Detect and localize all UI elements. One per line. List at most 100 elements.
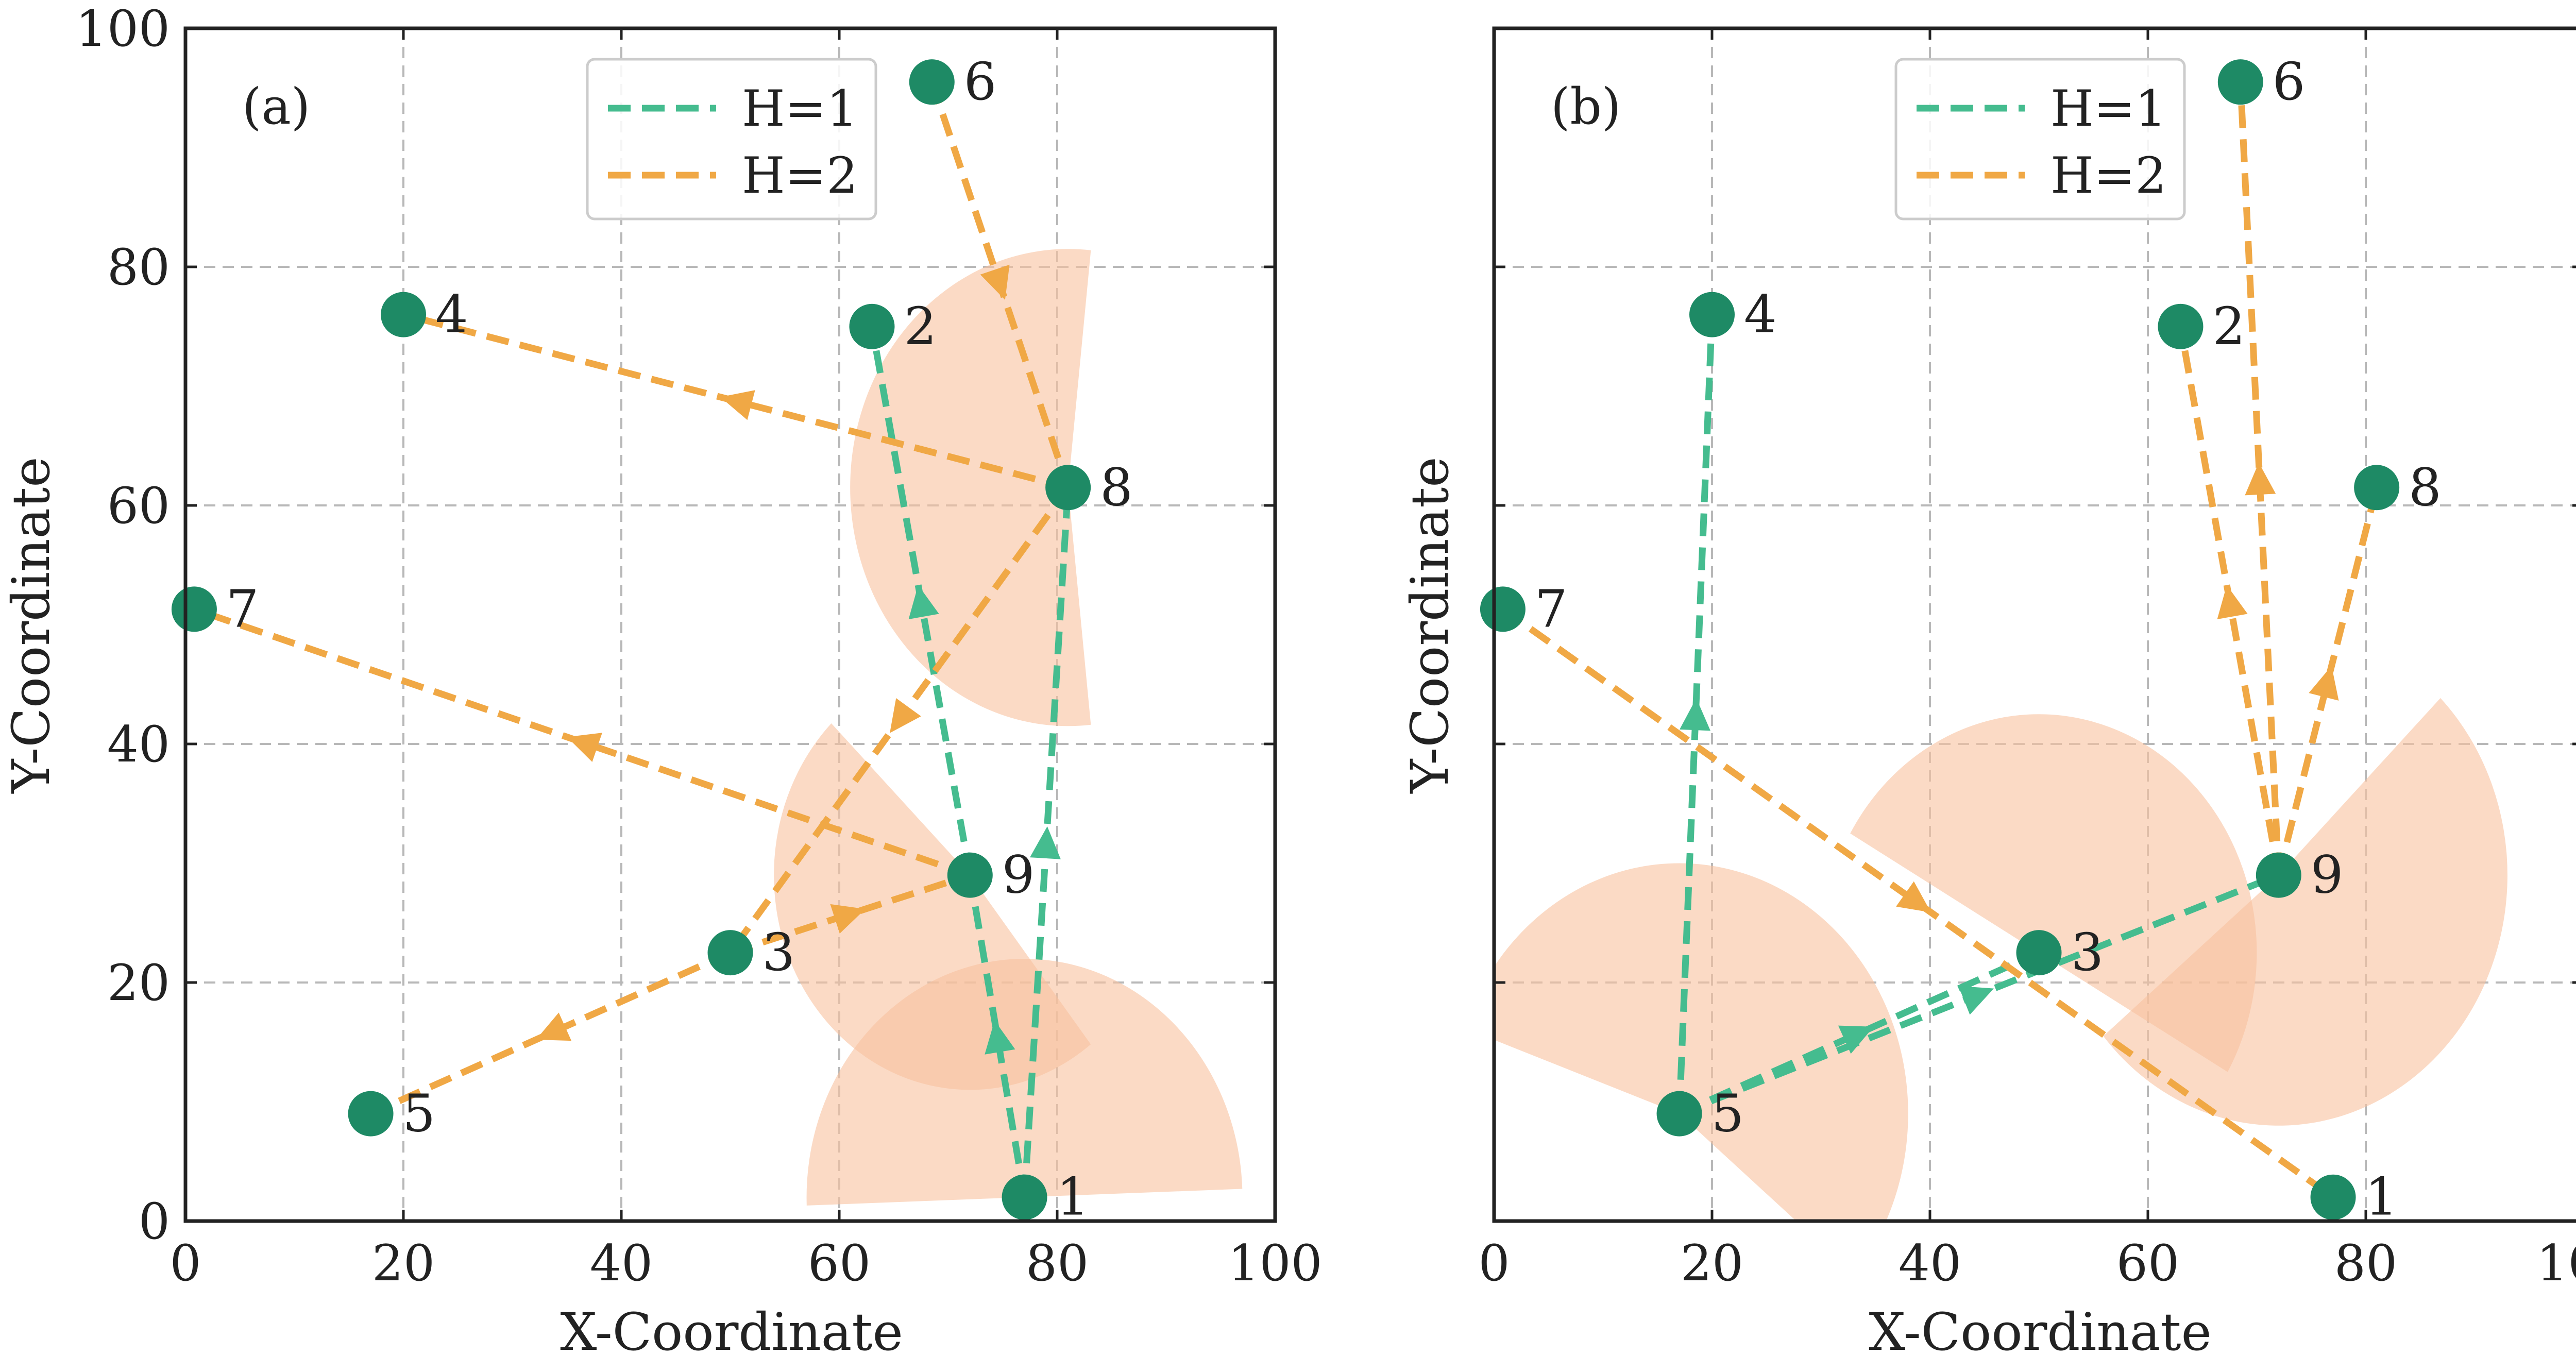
node-label: 3: [2071, 922, 2104, 983]
x-tick-label: 40: [1899, 1234, 1961, 1292]
node-label: 7: [226, 579, 259, 639]
legend-label: H=1: [742, 80, 858, 138]
node-point: [2256, 852, 2301, 898]
coverage-sector: [1494, 863, 1908, 1221]
panel-label: (b): [1551, 78, 1621, 135]
nodes: 1 2 3 4 5 6 7 8 9: [1480, 52, 2442, 1227]
node-point: [2016, 930, 2062, 976]
node-point: [1045, 465, 1091, 511]
x-tick-label: 0: [1478, 1234, 1510, 1292]
arrowhead-H1: [985, 1020, 1015, 1055]
node-point: [348, 1091, 394, 1137]
node-point: [2354, 465, 2400, 511]
axes-frame: [1492, 26, 2576, 1223]
node-point: [1480, 586, 1526, 632]
x-axis-label: X-Coordinate: [1869, 1302, 2212, 1362]
x-axis-label: X-Coordinate: [560, 1302, 903, 1362]
y-tick-label: 80: [107, 239, 170, 296]
x-tick-label: 80: [1026, 1234, 1089, 1292]
path-segment-H1: [967, 874, 1028, 1198]
arrowhead-H1: [908, 585, 939, 619]
legend-label: H=2: [2050, 147, 2166, 205]
arrowhead-H2: [1896, 881, 1931, 912]
y-tick-label: 40: [107, 716, 170, 773]
path-segment-H1: [1676, 314, 1716, 1114]
node-point: [1689, 292, 1735, 337]
x-tick-label: 20: [372, 1234, 435, 1292]
node-point: [909, 59, 955, 105]
node-point: [1656, 1091, 1702, 1137]
arrowhead-H2: [567, 733, 602, 762]
x-tick-label: 0: [170, 1234, 201, 1292]
ticks: 0 20 40 60 80 100: [1478, 27, 2576, 1292]
node-point: [2310, 1174, 2356, 1220]
paths: [193, 81, 1072, 1198]
legend: H=1H=2: [586, 58, 877, 221]
ticks: 0 20 40 60 80 100 0 20 40 60 80 100: [76, 0, 1323, 1292]
arrowhead-H1: [1838, 1025, 1874, 1054]
legend-box: [586, 58, 877, 221]
node-label: 9: [2311, 845, 2344, 905]
arrowhead-H2: [830, 904, 866, 934]
node-point: [1002, 1174, 1047, 1220]
x-tick-label: 100: [1228, 1234, 1322, 1292]
node-label: 1: [2365, 1167, 2398, 1227]
x-tick-label: 40: [590, 1234, 653, 1292]
x-tick-label: 60: [2116, 1234, 2179, 1292]
path-segment-H2: [729, 872, 971, 956]
sectors: [1494, 698, 2507, 1221]
node-point: [707, 930, 753, 976]
nodes: 1 2 3 4 5 6 7 8 9: [171, 52, 1133, 1227]
node-point: [849, 303, 895, 349]
node-label: 2: [904, 296, 937, 357]
arrowhead-H2: [2309, 666, 2339, 701]
node-label: 4: [435, 284, 468, 345]
node-point: [171, 586, 217, 632]
panel-a: (a) X-Coordinate Y-Coordinate 1234567890…: [1, 0, 1323, 1362]
node-label: 9: [1002, 845, 1035, 905]
node-label: 5: [1711, 1083, 1744, 1144]
node-point: [2217, 59, 2263, 105]
y-tick-label: 60: [107, 477, 170, 535]
paths: [1501, 81, 2380, 1200]
legend: H=1H=2: [1894, 58, 2186, 221]
node-label: 7: [1535, 579, 1568, 639]
coverage-sector: [774, 723, 1091, 1090]
arrowhead-H1: [1030, 826, 1061, 859]
y-axis-label: Y-Coordinate: [1400, 457, 1460, 794]
path-segment-H2: [2237, 81, 2282, 875]
path-segment-H1: [1677, 950, 2041, 1117]
node-point: [2158, 303, 2204, 349]
y-tick-label: 100: [76, 0, 170, 58]
x-tick-label: 20: [1681, 1234, 1743, 1292]
node-label: 6: [964, 52, 997, 112]
x-tick-label: 80: [2334, 1234, 2397, 1292]
arrowhead-H1: [1680, 698, 1710, 731]
sectors: [774, 249, 1243, 1206]
legend-label: H=1: [2050, 80, 2166, 138]
legend-label: H=2: [742, 147, 858, 205]
arrowhead-H2: [720, 390, 755, 420]
x-tick-label: 60: [808, 1234, 871, 1292]
panel-b: (b) X-Coordinate Y-Coordinate 1234567890…: [1400, 26, 2576, 1362]
axes-frame: [183, 26, 1277, 1223]
legend-box: [1894, 58, 2186, 221]
node-label: 5: [403, 1083, 436, 1144]
arrowhead-H2: [2217, 585, 2248, 619]
node-label: 8: [1100, 457, 1133, 517]
y-tick-label: 20: [107, 954, 170, 1012]
arrowhead-H2: [980, 264, 1010, 300]
coverage-sector: [850, 249, 1091, 726]
node-label: 1: [1057, 1167, 1090, 1227]
node-label: 8: [2409, 457, 2442, 517]
arrowhead-H2: [890, 698, 921, 733]
node-point: [381, 292, 426, 337]
node-point: [947, 852, 993, 898]
panel-label: (a): [242, 78, 310, 135]
arrowhead-H1: [1958, 986, 1994, 1015]
node-label: 6: [2273, 52, 2306, 112]
node-label: 2: [2212, 296, 2245, 357]
arrowhead-H2: [2245, 462, 2276, 496]
coverage-sector: [2103, 698, 2507, 1126]
